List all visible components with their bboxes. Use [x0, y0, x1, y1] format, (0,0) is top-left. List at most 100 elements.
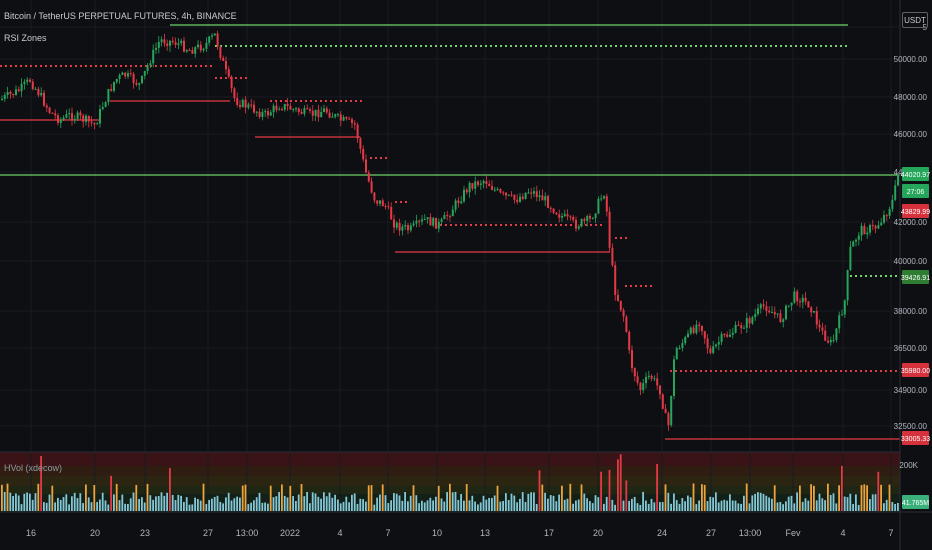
- candle-body: [236, 98, 239, 105]
- candle-body: [166, 43, 169, 46]
- volume-bar: [115, 483, 118, 511]
- volume-bar: [496, 485, 499, 511]
- candle-body: [197, 44, 199, 48]
- volume-bar: [362, 499, 364, 511]
- volume-bar: [247, 504, 250, 511]
- candle-body: [535, 191, 538, 198]
- volume-bar: [474, 501, 476, 511]
- candle-body: [320, 111, 323, 118]
- volume-bar: [323, 492, 325, 511]
- volume-bar: [149, 495, 152, 511]
- candle-body: [286, 104, 289, 107]
- candle-body: [31, 81, 34, 90]
- volume-bar: [793, 503, 796, 511]
- volume-bar: [264, 502, 266, 511]
- candle-body: [65, 114, 68, 118]
- candle-body: [118, 75, 121, 79]
- volume-bar: [31, 499, 34, 511]
- candle-body: [516, 199, 519, 202]
- volume-indicator-label: HVol (xdecow): [4, 463, 63, 473]
- candle-body: [776, 313, 779, 315]
- volume-bar: [471, 495, 474, 511]
- volume-bar: [393, 493, 395, 511]
- candle-body: [659, 385, 661, 395]
- volume-bar: [45, 502, 48, 511]
- volume-bar: [337, 499, 339, 511]
- candle-body: [863, 225, 866, 235]
- volume-bar: [762, 493, 765, 511]
- volume-bar: [398, 495, 401, 511]
- volume-bar: [169, 468, 171, 511]
- grid: [0, 0, 900, 512]
- volume-bar: [586, 498, 588, 511]
- volume-bar: [370, 485, 373, 511]
- candle-body: [807, 301, 810, 308]
- candle-body: [782, 319, 785, 323]
- candle-body: [810, 307, 813, 313]
- candle-body: [15, 89, 17, 95]
- candle-body: [611, 247, 614, 266]
- candle-body: [160, 39, 163, 42]
- candle-body: [485, 181, 488, 184]
- candle-body: [695, 324, 698, 334]
- volume-bar: [132, 492, 135, 511]
- volume-bar: [421, 500, 423, 511]
- candle-body: [185, 50, 188, 52]
- volume-bar: [90, 502, 93, 511]
- candle-body: [37, 88, 40, 96]
- volume-bar: [68, 504, 70, 511]
- candle-body: [104, 102, 107, 108]
- candle-body: [577, 226, 580, 229]
- volume-bar: [493, 495, 496, 511]
- candle-body: [594, 213, 597, 219]
- volume-bar: [729, 494, 731, 511]
- volume-bar: [513, 495, 516, 511]
- candle-body: [370, 181, 373, 193]
- candle-body: [435, 217, 437, 229]
- candle-body: [6, 91, 9, 96]
- candle-body: [860, 225, 863, 236]
- candle-body: [331, 116, 334, 118]
- candle-body: [99, 109, 101, 124]
- volume-bar: [82, 503, 84, 511]
- volume-bar: [524, 501, 527, 511]
- candle-body: [132, 73, 135, 84]
- volume-bar: [127, 503, 129, 511]
- volume-bar: [415, 495, 418, 511]
- volume-bar: [59, 500, 62, 511]
- candle-body: [149, 63, 152, 66]
- time-tick-label: 27: [203, 528, 213, 538]
- volume-bar: [171, 494, 174, 511]
- time-tick-label: 23: [140, 528, 150, 538]
- volume-bar: [281, 484, 283, 511]
- volume-bar: [387, 503, 390, 511]
- volume-bar: [846, 497, 849, 511]
- candle-body: [619, 300, 622, 310]
- price-tag-label: 43829.99: [901, 209, 930, 216]
- candle-body: [337, 114, 339, 116]
- volume-bar: [639, 504, 642, 511]
- volume-bar: [535, 503, 538, 511]
- candle-body: [421, 219, 423, 222]
- volume-bar: [255, 497, 258, 511]
- currency-badge[interactable]: USDT: [902, 12, 928, 28]
- candle-body: [737, 324, 740, 326]
- candle-body: [493, 189, 496, 191]
- candle-body: [264, 111, 267, 113]
- candle-body: [222, 57, 225, 61]
- candle-body: [29, 79, 31, 82]
- candle-body: [614, 265, 617, 295]
- volume-bar: [706, 501, 709, 511]
- candle-body: [681, 343, 684, 349]
- volume-bar: [426, 500, 429, 511]
- volume-bar: [698, 500, 700, 511]
- candle-body: [107, 89, 110, 103]
- volume-bar: [101, 492, 104, 511]
- time-axis[interactable]: 16 20 23 27 13:00 2022 4 7 10 13 17 20 24 27 13:00 Fev 4…: [26, 528, 894, 538]
- candle-body: [558, 214, 561, 218]
- volume-bar: [521, 492, 524, 511]
- candle-body: [773, 312, 776, 315]
- time-tick-label: 13: [480, 528, 490, 538]
